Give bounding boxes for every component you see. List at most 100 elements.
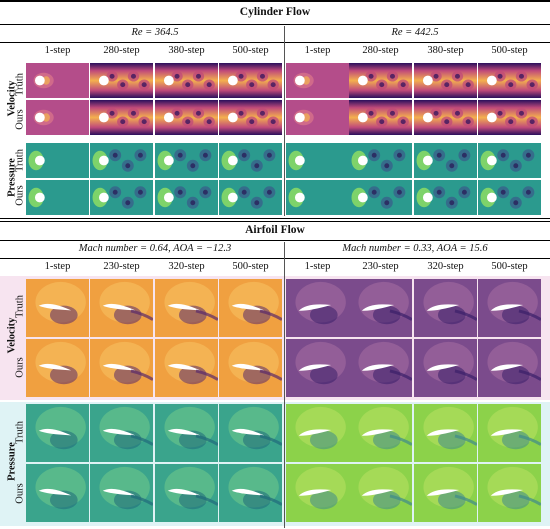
airfoil-velocity-ours-panel bbox=[219, 339, 282, 397]
airfoil-velocity-truth-panel bbox=[349, 279, 412, 337]
cylinder-step-label: 1-step bbox=[304, 45, 331, 56]
airfoil-velocity-truth-panel bbox=[414, 279, 477, 337]
cylinder-pressure-ours-panel bbox=[478, 180, 541, 215]
airfoil-velocity-ours-panel bbox=[286, 339, 349, 397]
cylinder-velocity-truth-panel bbox=[26, 63, 89, 98]
airfoil-pressure-ours-panel bbox=[155, 464, 218, 522]
cylinder-pressure-truth-panel bbox=[414, 143, 477, 178]
cylinder-step-label: 280-step bbox=[103, 45, 140, 56]
airfoil-step-label: 230-step bbox=[362, 261, 399, 272]
cylinder-title: Cylinder Flow bbox=[239, 6, 311, 18]
rule bbox=[0, 258, 550, 259]
cylinder-pressure-ours-label: Ours bbox=[14, 185, 26, 206]
cylinder-velocity-ours-panel bbox=[26, 100, 89, 135]
airfoil-title: Airfoil Flow bbox=[245, 224, 305, 236]
airfoil-step-label: 500-step bbox=[232, 261, 269, 272]
cylinder-pressure-ours-panel bbox=[414, 180, 477, 215]
cylinder-pressure-truth-panel bbox=[478, 143, 541, 178]
airfoil-pressure-truth-panel bbox=[414, 404, 477, 462]
airfoil-step-label: 320-step bbox=[168, 261, 205, 272]
airfoil-pressure-ours-label: Ours bbox=[14, 483, 26, 504]
airfoil-velocity-truth-label: Truth bbox=[14, 295, 26, 318]
rule bbox=[0, 218, 550, 219]
rule bbox=[0, 24, 550, 25]
airfoil-pressure-truth-panel bbox=[349, 404, 412, 462]
cylinder-pressure-truth-panel bbox=[155, 143, 218, 178]
cylinder-cond-left: Re = 364.5 bbox=[131, 27, 179, 38]
cylinder-cond-right: Re = 442.5 bbox=[391, 27, 439, 38]
airfoil-velocity-ours-panel bbox=[414, 339, 477, 397]
cylinder-pressure-truth-panel bbox=[349, 143, 412, 178]
airfoil-pressure-truth-label: Truth bbox=[14, 421, 26, 444]
airfoil-velocity-truth-panel bbox=[26, 279, 89, 337]
cylinder-velocity-truth-panel bbox=[349, 63, 412, 98]
airfoil-velocity-ours-label: Ours bbox=[14, 357, 26, 378]
rule bbox=[0, 240, 550, 241]
cylinder-velocity-ours-panel bbox=[219, 100, 282, 135]
cylinder-velocity-ours-panel bbox=[90, 100, 153, 135]
cylinder-step-label: 280-step bbox=[362, 45, 399, 56]
airfoil-pressure-ours-panel bbox=[478, 464, 541, 522]
airfoil-step-label: 320-step bbox=[427, 261, 464, 272]
cylinder-pressure-truth-panel bbox=[286, 143, 349, 178]
rule bbox=[0, 42, 550, 43]
airfoil-velocity-truth-panel bbox=[219, 279, 282, 337]
cylinder-pressure-ours-panel bbox=[155, 180, 218, 215]
airfoil-pressure-truth-panel bbox=[155, 404, 218, 462]
cylinder-velocity-truth-panel bbox=[414, 63, 477, 98]
airfoil-velocity-truth-panel bbox=[155, 279, 218, 337]
rule bbox=[0, 221, 550, 222]
cylinder-velocity-ours-panel bbox=[155, 100, 218, 135]
cylinder-step-label: 380-step bbox=[168, 45, 205, 56]
airfoil-velocity-truth-panel bbox=[90, 279, 153, 337]
cylinder-step-label: 380-step bbox=[427, 45, 464, 56]
airfoil-velocity-truth-panel bbox=[286, 279, 349, 337]
airfoil-pressure-ours-panel bbox=[26, 464, 89, 522]
cylinder-velocity-truth-panel bbox=[155, 63, 218, 98]
cylinder-step-label: 1-step bbox=[44, 45, 71, 56]
airfoil-divider bbox=[284, 242, 285, 528]
cylinder-pressure-ours-panel bbox=[26, 180, 89, 215]
cylinder-velocity-truth-panel bbox=[478, 63, 541, 98]
cylinder-pressure-ours-panel bbox=[219, 180, 282, 215]
airfoil-pressure-truth-panel bbox=[286, 404, 349, 462]
airfoil-pressure-ours-panel bbox=[349, 464, 412, 522]
airfoil-pressure-ours-panel bbox=[219, 464, 282, 522]
airfoil-pressure-ours-panel bbox=[90, 464, 153, 522]
airfoil-step-label: 500-step bbox=[491, 261, 528, 272]
cylinder-velocity-ours-panel bbox=[478, 100, 541, 135]
cylinder-step-label: 500-step bbox=[491, 45, 528, 56]
airfoil-pressure-ours-panel bbox=[414, 464, 477, 522]
cylinder-pressure-ours-panel bbox=[286, 180, 349, 215]
airfoil-pressure-ours-panel bbox=[286, 464, 349, 522]
airfoil-pressure-truth-panel bbox=[26, 404, 89, 462]
airfoil-step-label: 230-step bbox=[103, 261, 140, 272]
airfoil-velocity-ours-panel bbox=[26, 339, 89, 397]
cylinder-velocity-truth-panel bbox=[219, 63, 282, 98]
top-rule bbox=[0, 0, 550, 2]
airfoil-pressure-truth-panel bbox=[90, 404, 153, 462]
cylinder-pressure-ours-panel bbox=[90, 180, 153, 215]
airfoil-velocity-ours-panel bbox=[478, 339, 541, 397]
cylinder-velocity-truth-panel bbox=[286, 63, 349, 98]
cylinder-velocity-ours-panel bbox=[286, 100, 349, 135]
cylinder-pressure-truth-panel bbox=[90, 143, 153, 178]
airfoil-step-label: 1-step bbox=[304, 261, 331, 272]
airfoil-pressure-truth-panel bbox=[219, 404, 282, 462]
airfoil-velocity-ours-panel bbox=[90, 339, 153, 397]
cylinder-pressure-truth-panel bbox=[219, 143, 282, 178]
cylinder-step-label: 500-step bbox=[232, 45, 269, 56]
airfoil-step-label: 1-step bbox=[44, 261, 71, 272]
cylinder-divider bbox=[284, 26, 285, 216]
airfoil-velocity-ours-panel bbox=[155, 339, 218, 397]
cylinder-velocity-ours-label: Ours bbox=[14, 109, 26, 130]
cylinder-velocity-ours-panel bbox=[414, 100, 477, 135]
airfoil-velocity-truth-panel bbox=[478, 279, 541, 337]
airfoil-cond-right: Mach number = 0.33, AOA = 15.6 bbox=[342, 243, 488, 254]
airfoil-cond-left: Mach number = 0.64, AOA = −12.3 bbox=[78, 243, 232, 254]
cylinder-pressure-ours-panel bbox=[349, 180, 412, 215]
cylinder-pressure-truth-panel bbox=[26, 143, 89, 178]
cylinder-velocity-ours-panel bbox=[349, 100, 412, 135]
airfoil-pressure-truth-panel bbox=[478, 404, 541, 462]
cylinder-velocity-truth-panel bbox=[90, 63, 153, 98]
